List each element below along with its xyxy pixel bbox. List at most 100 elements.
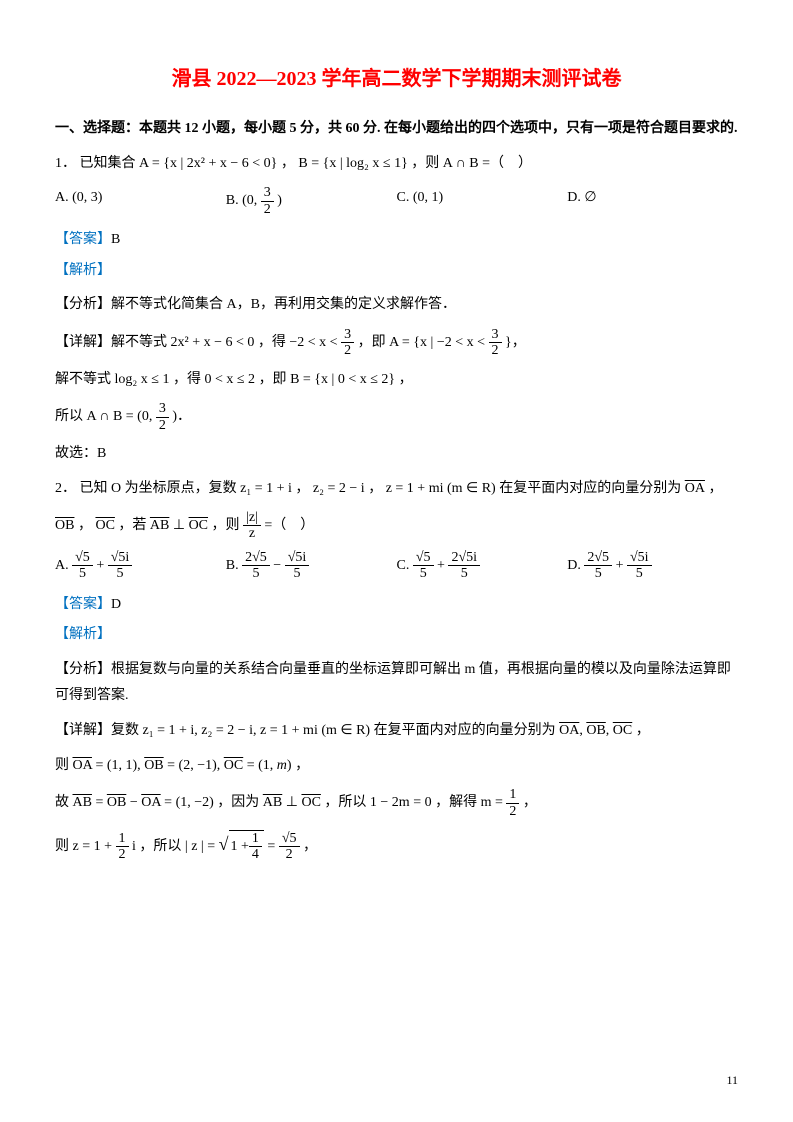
answer-value: B: [111, 232, 120, 247]
text: 所以: [55, 409, 83, 424]
text: ，因为: [217, 795, 259, 810]
option-label: A.: [55, 190, 69, 205]
q2-number: 2．: [55, 481, 76, 496]
math: z = 1 + mi (m ∈ R): [386, 481, 496, 496]
text: ，: [78, 518, 92, 533]
text: ，: [399, 372, 413, 387]
text: ，若: [118, 518, 146, 533]
q1-answer: 【答案】B: [55, 227, 738, 254]
answer-label: 【答案】: [55, 597, 111, 612]
math: A ∩ B = (0,: [87, 409, 153, 424]
q1-setA: A = {x | 2x² + x − 6 < 0}: [139, 156, 277, 171]
text: ，得: [258, 335, 286, 350]
q2-option-D: D. 2√55 + √5i5: [567, 550, 738, 582]
math: z₁ = 1 + i: [240, 481, 292, 496]
q1-option-C: C. (0, 1): [397, 185, 568, 217]
math: log₂ x ≤ 1: [115, 372, 170, 387]
q2-options: A. √55 + √5i5 B. 2√55 − √5i5 C. √55 + 2√…: [55, 550, 738, 582]
q1-setB: B = {x | log₂ x ≤ 1}: [298, 156, 407, 171]
q1-conclusion: 故选：B: [55, 441, 738, 468]
q1-prefix: 已知集合: [80, 156, 136, 171]
text: =: [267, 839, 278, 854]
q2-fenxi: 【分析】根据复数与向量的关系结合向量垂直的坐标运算即可解出 m 值，再根据向量的…: [55, 657, 738, 710]
math: z₁ = 1 + i, z₂ = 2 − i, z = 1 + mi (m ∈ …: [143, 723, 371, 738]
option-value: (0, 3): [72, 190, 102, 205]
text: ，即: [358, 335, 386, 350]
q1-xiangjie-p2: 解不等式 log₂ x ≤ 1 ，得 0 < x ≤ 2 ，即 B = {x |…: [55, 367, 738, 394]
q2-analysis-label: 【解析】: [55, 622, 738, 649]
math: i: [132, 839, 136, 854]
q1-option-B: B. (0, 32 ): [226, 185, 397, 217]
text: ，: [708, 481, 722, 496]
text: ，则: [212, 518, 240, 533]
option-label: C.: [397, 558, 410, 573]
text: 则: [55, 758, 69, 773]
text: ，所以: [324, 795, 366, 810]
q1-analysis-label: 【解析】: [55, 258, 738, 285]
op: +: [96, 558, 104, 573]
text: 复数: [111, 723, 139, 738]
q1-xiangjie-p3: 所以 A ∩ B = (0, 32 )．: [55, 401, 738, 433]
q1-options: A. (0, 3) B. (0, 32 ) C. (0, 1) D. ∅: [55, 185, 738, 217]
option-label: A.: [55, 558, 69, 573]
q1-comma1: ，: [281, 156, 295, 171]
q2-stem-line2: OB ， OC ，若 AB ⊥ OC ，则 |z|z =（ ）: [55, 510, 738, 542]
math: −2 < x <: [289, 335, 337, 350]
math: 1 − 2m = 0: [370, 795, 432, 810]
text: 故: [55, 795, 69, 810]
text: ，: [523, 795, 537, 810]
option-label: D.: [567, 190, 581, 205]
option-label: B.: [226, 558, 239, 573]
answer-label: 【答案】: [55, 232, 111, 247]
q1-stem: 1． 已知集合 A = {x | 2x² + x − 6 < 0} ， B = …: [55, 151, 738, 178]
option-value: ∅: [584, 190, 596, 205]
text: ，: [636, 723, 650, 738]
text: 解不等式: [111, 335, 167, 350]
op: +: [437, 558, 445, 573]
vector: OB: [55, 518, 74, 533]
option-label: B.: [226, 193, 239, 208]
q2-xj-p4: 则 z = 1 + 12 i ，所以 | z | = √1 +14 = √52 …: [55, 827, 738, 863]
math: | z | =: [185, 839, 215, 854]
text: ，: [368, 481, 382, 496]
text: )．: [172, 409, 191, 424]
option-value: (0, 1): [413, 190, 443, 205]
text: ，: [295, 758, 309, 773]
q1-suffix: ，则 A ∩ B =（ ）: [411, 156, 532, 171]
text: 在复平面内对应的向量分别为: [374, 723, 556, 738]
q2-xj-p2: 则 OA = (1, 1), OB = (2, −1), OC = (1, m)…: [55, 753, 738, 780]
q2-option-A: A. √55 + √5i5: [55, 550, 226, 582]
math: A = {x | −2 < x <: [389, 335, 485, 350]
option-label: C.: [397, 190, 410, 205]
section-header: 一、选择题：本题共 12 小题，每小题 5 分，共 60 分. 在每小题给出的四…: [55, 116, 738, 143]
vector: OA: [685, 481, 705, 496]
text: 已知 O 为坐标原点，复数: [80, 481, 237, 496]
math: 0 < x ≤ 2: [204, 372, 255, 387]
text: 解不等式: [55, 372, 111, 387]
text: ，得: [173, 372, 201, 387]
fenxi-label: 【分析】: [55, 662, 111, 677]
q1-xiangjie-p1: 【详解】解不等式 2x² + x − 6 < 0 ，得 −2 < x < 32 …: [55, 327, 738, 359]
vector: OC: [95, 518, 114, 533]
text: 在复平面内对应的向量分别为: [499, 481, 681, 496]
q1-fenxi: 【分析】解不等式化简集合 A，B，再利用交集的定义求解作答．: [55, 292, 738, 319]
xiangjie-label: 【详解】: [55, 335, 111, 350]
math: m =: [481, 795, 503, 810]
math: AB ⊥ OC: [263, 795, 321, 810]
math: 2x² + x − 6 < 0: [171, 335, 255, 350]
text: }，: [505, 335, 526, 350]
q2-xj-p1: 【详解】复数 z₁ = 1 + i, z₂ = 2 − i, z = 1 + m…: [55, 718, 738, 745]
text: ，: [303, 839, 317, 854]
op: −: [273, 558, 281, 573]
math: AB = OB − OA = (1, −2): [73, 795, 214, 810]
q1-number: 1．: [55, 156, 76, 171]
math: z₂ = 2 − i: [313, 481, 365, 496]
q2-option-B: B. 2√55 − √5i5: [226, 550, 397, 582]
text: 则: [55, 839, 69, 854]
text: ，: [295, 481, 309, 496]
page-number: 11: [726, 1069, 738, 1092]
page-title: 滑县 2022—2023 学年高二数学下学期期末测评试卷: [55, 60, 738, 98]
math: B = {x | 0 < x ≤ 2}: [290, 372, 395, 387]
q1-option-A: A. (0, 3): [55, 185, 226, 217]
text: ，所以: [139, 839, 181, 854]
